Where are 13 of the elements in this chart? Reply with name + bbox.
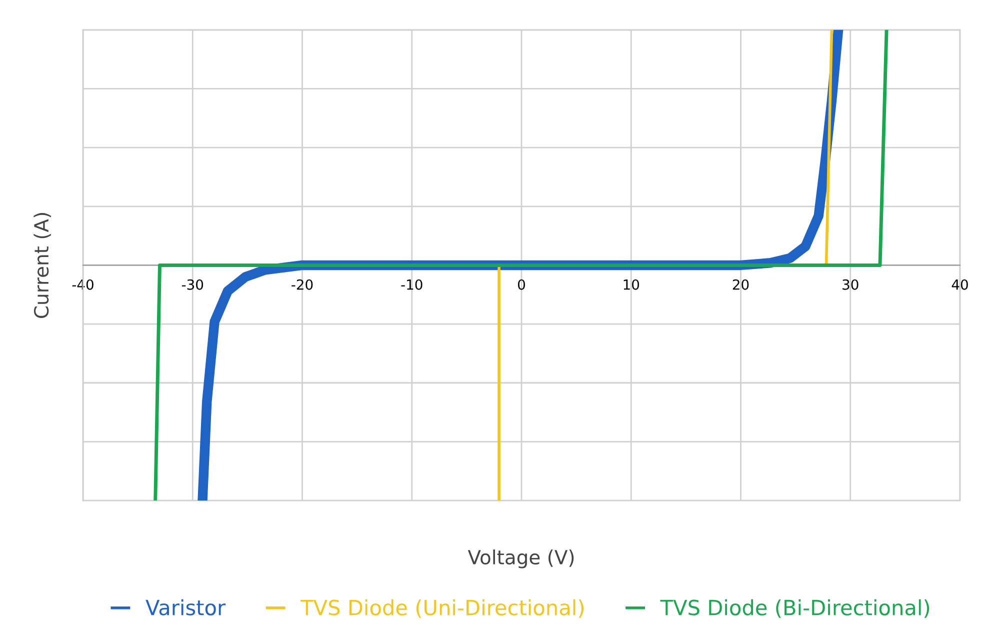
x-tick-label: 10 xyxy=(624,279,640,290)
x-tick-label: 0 xyxy=(518,279,525,290)
x-tick-label: -30 xyxy=(182,279,204,290)
legend-label: TVS Diode (Bi-Directional) xyxy=(660,599,930,618)
x-axis-title: Voltage (V) xyxy=(468,549,574,568)
x-tick-label: 40 xyxy=(952,279,968,290)
legend-label: TVS Diode (Uni-Directional) xyxy=(300,599,584,618)
legend-label: Varistor xyxy=(146,599,226,616)
x-tick-label: -10 xyxy=(401,279,422,290)
x-tick-label: 20 xyxy=(732,279,749,290)
x-tick-label: -20 xyxy=(292,279,313,290)
x-tick-label: 30 xyxy=(842,279,858,290)
y-axis-title: Current (A) xyxy=(34,213,51,318)
